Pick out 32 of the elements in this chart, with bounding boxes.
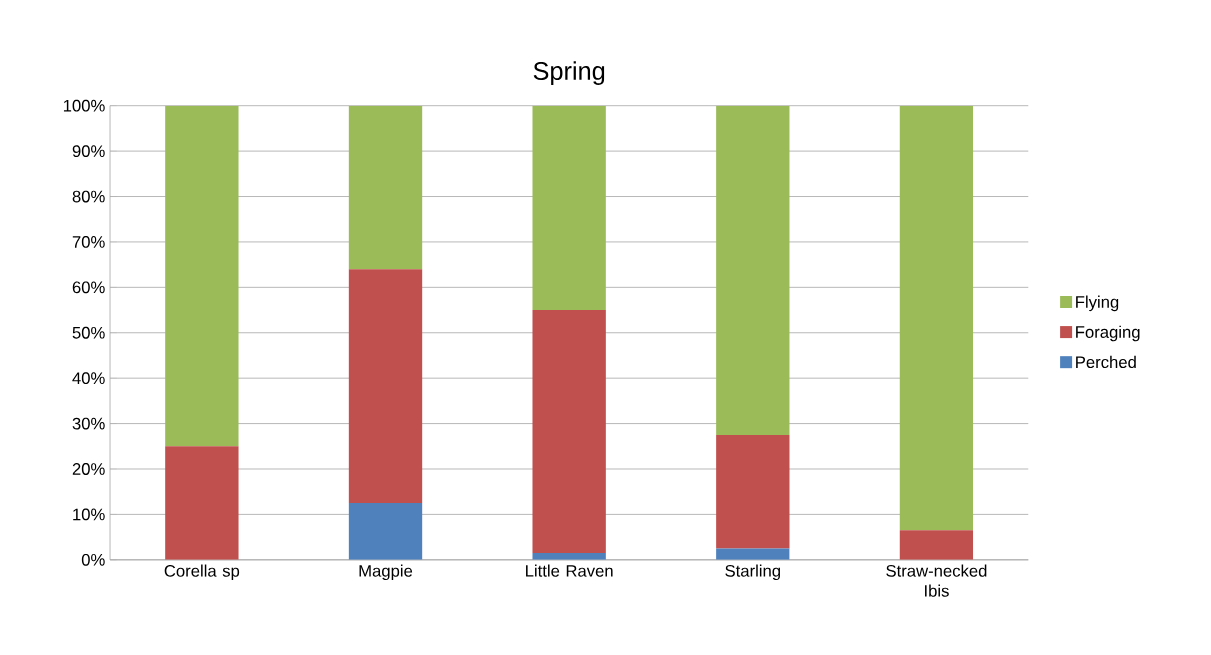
y-tick-label: 30% — [72, 417, 105, 430]
y-tick-label: 80% — [72, 190, 105, 203]
legend-label: Flying — [1076, 295, 1119, 312]
x-tick-label: Corella sp — [164, 564, 240, 581]
x-tick-label: Straw-necked Ibis — [886, 564, 987, 597]
y-tick-label: 40% — [72, 372, 105, 385]
y-tick-label: 60% — [72, 281, 105, 294]
x-tick-label: Magpie — [359, 564, 413, 581]
bar — [348, 269, 423, 504]
x-tick-label: Little Raven — [526, 564, 613, 577]
bar — [348, 503, 423, 560]
legend-label: Perched — [1076, 355, 1136, 369]
bar — [532, 310, 606, 554]
y-tick-label: 100% — [63, 99, 105, 112]
bar — [716, 105, 790, 436]
y-tick-label: 90% — [72, 145, 105, 158]
bar — [899, 105, 974, 531]
bar — [899, 530, 974, 560]
bar — [716, 435, 790, 549]
y-tick-label: 0% — [81, 554, 105, 566]
bar — [165, 446, 239, 560]
chart-title: Spring — [533, 61, 605, 86]
y-tick-label: 10% — [73, 508, 105, 521]
bar — [165, 105, 239, 447]
x-tick-label: Starling — [725, 564, 780, 581]
y-tick-label: 50% — [72, 326, 105, 339]
bar — [532, 105, 606, 311]
y-tick-label: 20% — [72, 463, 105, 475]
legend-label: Foraging — [1076, 325, 1140, 342]
bar — [716, 548, 790, 560]
bar — [348, 105, 423, 270]
y-tick-label: 70% — [72, 236, 105, 248]
